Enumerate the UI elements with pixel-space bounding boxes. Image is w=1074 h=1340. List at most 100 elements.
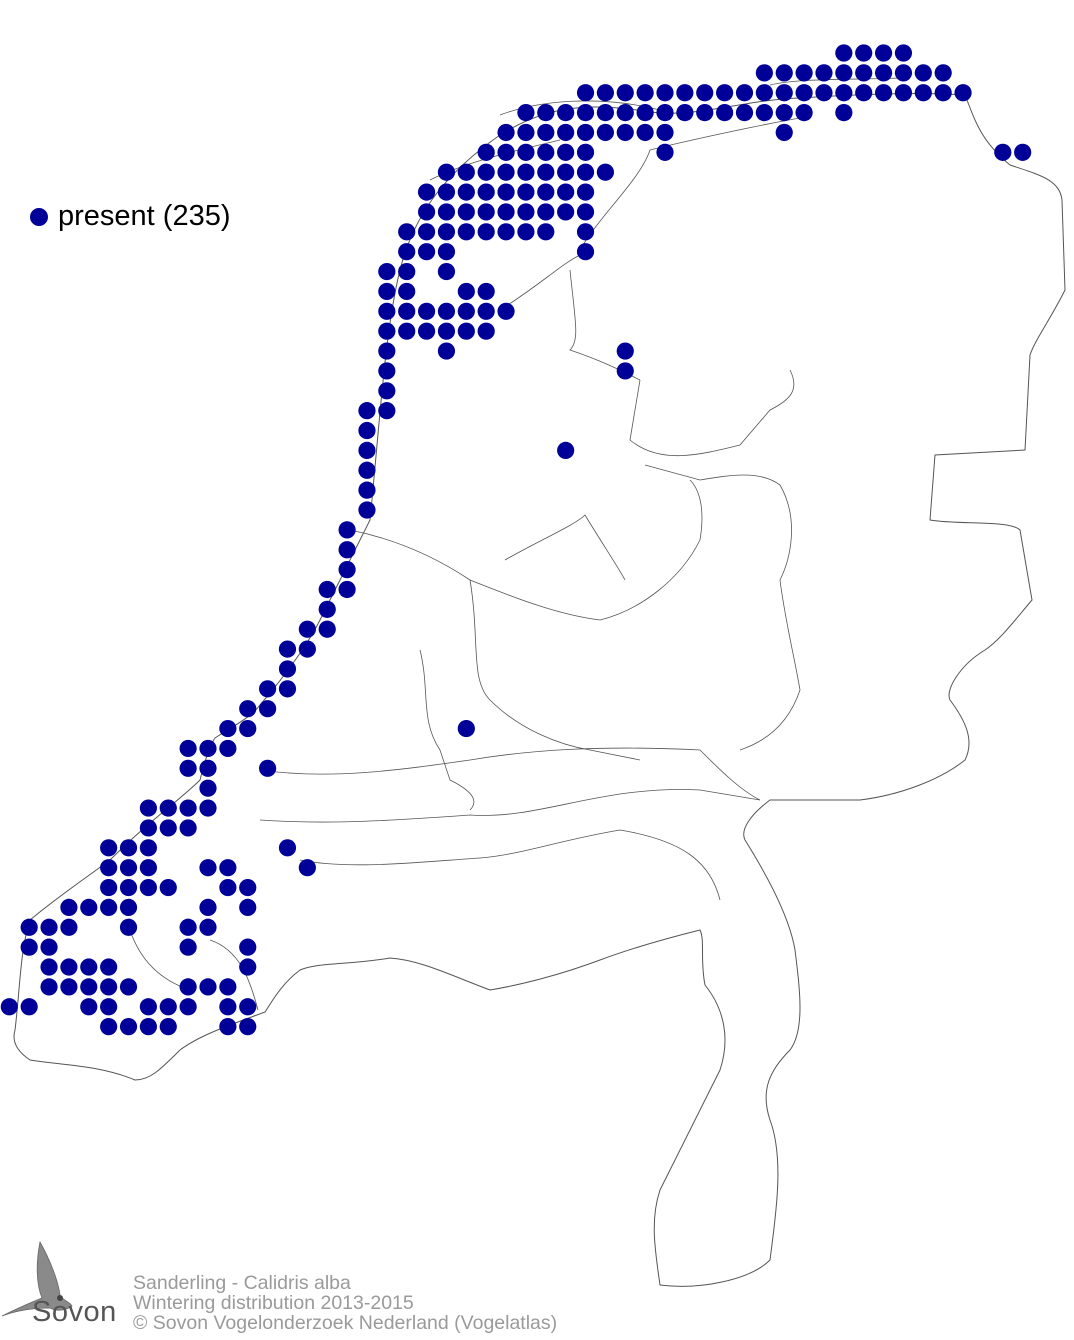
presence-dot — [557, 143, 575, 161]
presence-dot — [537, 123, 555, 142]
presence-dot — [199, 859, 217, 877]
presence-dot — [497, 163, 515, 181]
presence-dot — [358, 421, 376, 440]
presence-dot — [616, 362, 634, 380]
presence-dot — [437, 243, 456, 261]
presence-dot — [557, 104, 575, 122]
presence-dot — [716, 84, 734, 102]
province-boundary — [629, 369, 795, 457]
sovon-logo-text: Sovon — [32, 1296, 117, 1328]
presence-dot — [239, 1018, 257, 1036]
sovon-bird-logo — [1, 1240, 73, 1317]
presence-dot — [795, 64, 813, 82]
presence-dot — [616, 342, 634, 360]
presence-dot — [100, 958, 118, 976]
presence-dot — [100, 998, 118, 1016]
presence-dot — [676, 104, 694, 122]
presence-dot — [119, 1018, 138, 1036]
presence-dot — [179, 918, 197, 936]
presence-dot — [80, 998, 98, 1016]
presence-dot — [894, 84, 913, 102]
presence-dot — [735, 84, 754, 102]
presence-dot — [417, 183, 436, 201]
presence-dot — [338, 541, 356, 559]
map-caption: Sanderling - Calidris alba Wintering dis… — [133, 1273, 557, 1333]
presence-dot — [576, 123, 595, 142]
province-boundary — [499, 254, 641, 381]
legend-present-marker — [30, 207, 48, 226]
presence-dot — [517, 163, 535, 181]
presence-dot — [378, 302, 396, 320]
presence-dot — [576, 143, 595, 161]
presence-dot — [437, 262, 456, 281]
presence-dot — [457, 183, 475, 201]
presence-dot — [557, 123, 575, 142]
presence-dot — [417, 203, 436, 221]
presence-dot — [100, 898, 118, 917]
presence-dot — [835, 44, 853, 62]
presence-dot — [40, 938, 58, 956]
presence-dot — [696, 84, 714, 102]
presence-dot — [775, 64, 793, 82]
presence-dot — [497, 223, 515, 241]
presence-dot — [815, 84, 833, 102]
presence-dot — [239, 700, 257, 718]
presence-dot — [894, 64, 913, 82]
presence-dot — [437, 183, 456, 201]
presence-dot — [517, 223, 535, 241]
presence-dot — [735, 104, 754, 122]
presence-dot — [338, 561, 356, 579]
presence-dot — [954, 84, 972, 102]
presence-dot — [874, 84, 893, 102]
presence-dot — [437, 322, 456, 340]
presence-dot — [378, 362, 396, 380]
presence-dot — [815, 64, 833, 82]
presence-dot — [100, 859, 118, 877]
presence-dot — [159, 799, 177, 817]
presence-dot — [457, 302, 475, 320]
presence-dot — [457, 163, 475, 181]
province-boundary — [299, 829, 721, 901]
presence-dot — [199, 799, 217, 817]
presence-dot — [398, 262, 416, 281]
presence-dot — [835, 104, 853, 122]
presence-dot — [239, 998, 257, 1016]
presence-dot — [119, 878, 138, 897]
presence-dot — [477, 223, 495, 241]
presence-dot — [457, 322, 475, 340]
province-boundary — [349, 529, 641, 761]
presence-dot — [298, 620, 316, 638]
presence-dot — [179, 938, 197, 956]
presence-dot — [358, 441, 376, 459]
presence-dot — [239, 938, 257, 956]
presence-dot — [934, 64, 952, 82]
legend: present (235) — [30, 200, 231, 233]
presence-dot — [656, 123, 674, 142]
presence-dot — [20, 998, 38, 1016]
presence-dot — [477, 143, 495, 161]
presence-dot — [477, 282, 495, 301]
presence-dot — [119, 918, 138, 936]
presence-dot — [557, 203, 575, 221]
presence-dot — [159, 1018, 177, 1036]
presence-dot — [576, 84, 595, 102]
presence-dot — [914, 64, 932, 82]
presence-dot — [437, 342, 456, 360]
province-boundary — [259, 789, 761, 823]
presence-dot — [139, 839, 157, 857]
presence-dot — [775, 123, 793, 142]
presence-dot — [119, 978, 138, 996]
presence-dot — [378, 282, 396, 301]
province-boundary — [259, 747, 761, 801]
presence-dot — [596, 84, 615, 102]
presence-dot — [398, 223, 416, 241]
presence-dot — [537, 163, 555, 181]
presence-dot — [517, 143, 535, 161]
presence-dot — [100, 878, 118, 897]
presence-dot — [298, 640, 316, 658]
presence-dot — [616, 123, 634, 142]
presence-dot — [636, 84, 654, 102]
presence-dot — [80, 978, 98, 996]
presence-dot — [537, 183, 555, 201]
presence-dot — [119, 898, 138, 917]
